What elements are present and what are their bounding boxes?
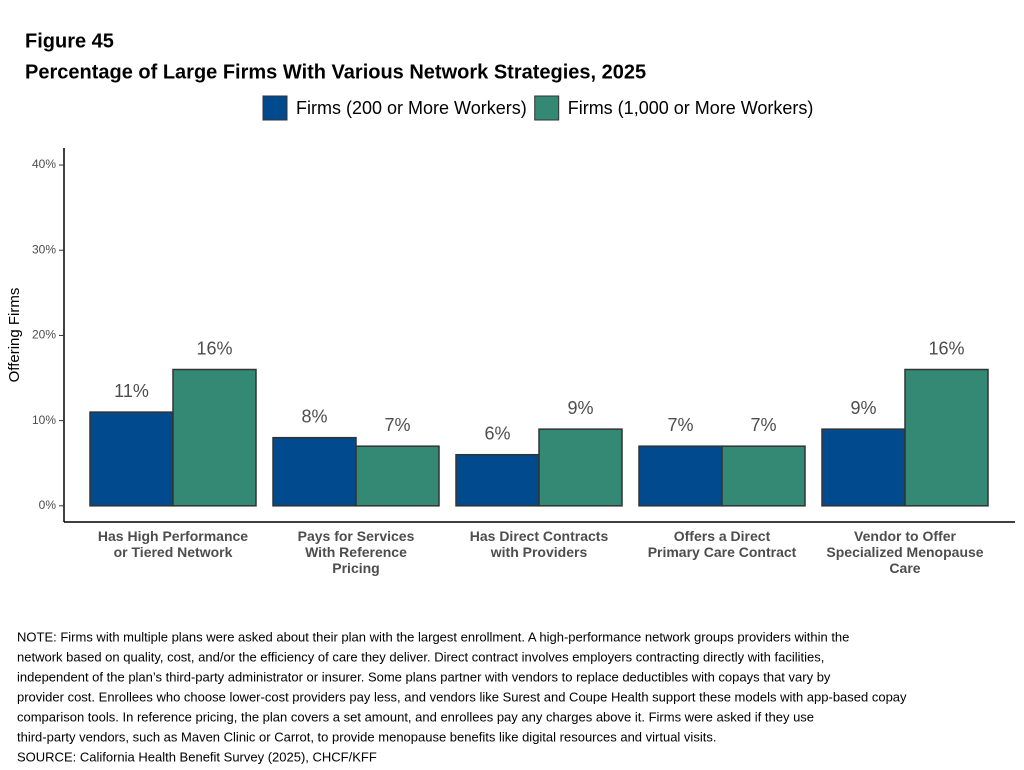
y-tick-label: 40% xyxy=(32,157,56,171)
data-label: 9% xyxy=(567,398,593,418)
y-tick-label: 20% xyxy=(32,328,56,342)
y-tick-label: 0% xyxy=(39,498,57,512)
x-tick-label: Vendor to Offer Specialized Menopause Care xyxy=(826,528,983,576)
note-line: NOTE: Firms with multiple plans were ask… xyxy=(17,629,849,644)
x-tick-label: Pays for Services With Reference Pricing xyxy=(298,528,415,576)
note-line: independent of the plan’s third-party ad… xyxy=(17,669,831,684)
bar xyxy=(538,428,623,507)
y-axis-label: Offering Firms xyxy=(6,288,23,383)
source: SOURCE: California Health Benefit Survey… xyxy=(17,749,377,764)
x-tick-label: Has Direct Contracts with Providers xyxy=(470,528,609,560)
chart-title: Figure 45 xyxy=(25,30,114,52)
data-label: 11% xyxy=(114,381,149,401)
data-label: 7% xyxy=(384,415,410,435)
chart-subtitle: Percentage of Large Firms With Various N… xyxy=(25,61,646,83)
bar xyxy=(904,368,989,507)
bar xyxy=(821,428,906,507)
data-label: 16% xyxy=(928,338,964,358)
note-line: comparison tools. In reference pricing, … xyxy=(17,709,814,724)
x-tick-label: Has High Performance or Tiered Network xyxy=(98,528,248,560)
bar xyxy=(272,436,357,507)
legend-swatch xyxy=(262,95,288,121)
y-tick-label: 10% xyxy=(32,413,56,427)
data-label: 8% xyxy=(301,406,327,426)
bar xyxy=(455,453,540,507)
legend-label: Firms (200 or More Workers) xyxy=(296,98,527,118)
data-label: 7% xyxy=(750,415,776,435)
bar xyxy=(355,445,440,507)
bar xyxy=(638,445,723,507)
data-label: 6% xyxy=(484,423,510,443)
legend-swatch xyxy=(534,95,560,121)
data-label: 9% xyxy=(850,398,876,418)
x-tick-label: Offers a Direct Primary Care Contract xyxy=(648,528,797,560)
note-line: network based on quality, cost, and/or t… xyxy=(17,649,824,664)
legend-label: Firms (1,000 or More Workers) xyxy=(568,98,814,118)
y-tick-label: 30% xyxy=(32,242,56,256)
note-line: provider cost. Enrollees who choose lowe… xyxy=(17,689,907,704)
data-label: 16% xyxy=(196,338,232,358)
data-label: 7% xyxy=(667,415,693,435)
bar xyxy=(172,368,257,507)
bar xyxy=(89,411,174,507)
note-line: third-party vendors, such as Maven Clini… xyxy=(17,729,716,744)
bar xyxy=(721,445,806,507)
